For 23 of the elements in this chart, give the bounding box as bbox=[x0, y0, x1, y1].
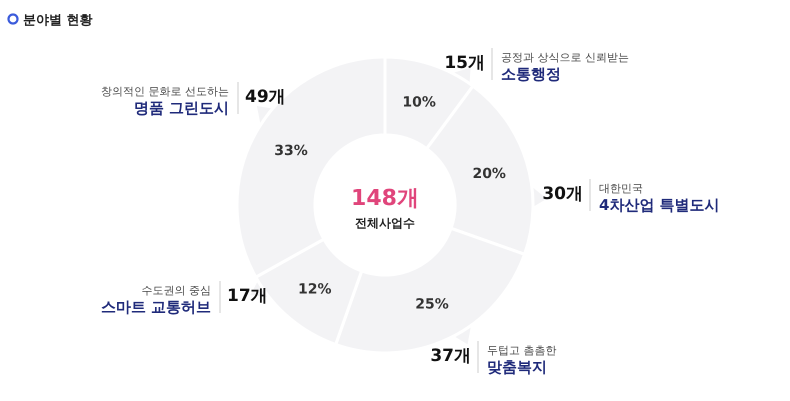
data-label: 37개 bbox=[430, 346, 471, 366]
chart-title: 분야별 현황 bbox=[23, 13, 93, 28]
text: 전체사업수 bbox=[355, 216, 415, 230]
text: 공정과 상식으로 신뢰받는 bbox=[501, 51, 629, 64]
data-label: 49개 bbox=[245, 87, 286, 107]
text: 수도권의 중심 bbox=[142, 284, 211, 297]
data-label: 15개 bbox=[444, 53, 485, 73]
text: 33% bbox=[274, 142, 308, 159]
legend-label: 소통행정 bbox=[501, 65, 561, 83]
text: 12% bbox=[298, 281, 332, 298]
data-label: 30개 bbox=[542, 184, 583, 204]
text: 대한민국 bbox=[599, 182, 643, 195]
text: 148개 bbox=[351, 186, 419, 211]
text: 두텁고 촘촘한 bbox=[487, 344, 556, 357]
data-label: 17개 bbox=[227, 286, 268, 306]
text: 창의적인 문화로 선도하는 bbox=[101, 85, 229, 98]
text: 25% bbox=[415, 296, 449, 312]
slice-label: 스마트 교통허브 bbox=[100, 298, 211, 316]
slice-label: 명품 그린도시 bbox=[134, 99, 229, 117]
text: 20% bbox=[472, 166, 506, 182]
slice-label: 4차산업 특별도시 bbox=[599, 196, 720, 214]
slice-label: 맞춤복지 bbox=[487, 358, 547, 376]
text: 10% bbox=[402, 94, 436, 110]
